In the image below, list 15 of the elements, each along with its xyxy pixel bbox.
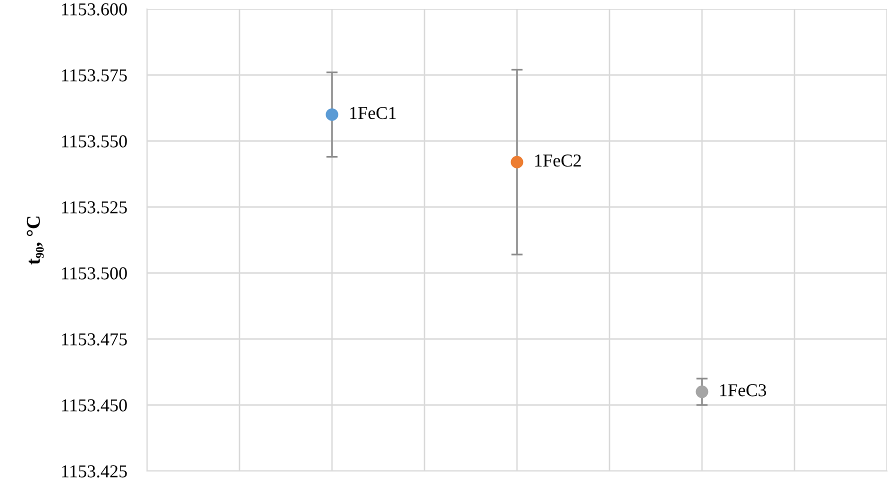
y-tick-label: 1153.550: [62, 135, 127, 148]
y-tick-label: 1153.500: [62, 267, 127, 280]
y-tick-label: 1153.475: [62, 333, 127, 346]
point: [510, 156, 524, 168]
series-label: 1FeC1: [350, 106, 396, 120]
series-label: 1FeC2: [535, 154, 581, 167]
y-tick-label: 1153.600: [62, 3, 127, 16]
y-tick-label: 1153.575: [62, 69, 127, 82]
y-tick-label: 1153.525: [62, 201, 127, 214]
y-tick-label: 1153.450: [62, 399, 127, 412]
point: [326, 108, 338, 121]
point: [696, 386, 708, 398]
y-tick-label: 1153.425: [62, 465, 127, 478]
series-label: 1FeC3: [720, 384, 766, 396]
y-axis-title: t₉₀, °C: [26, 216, 44, 265]
